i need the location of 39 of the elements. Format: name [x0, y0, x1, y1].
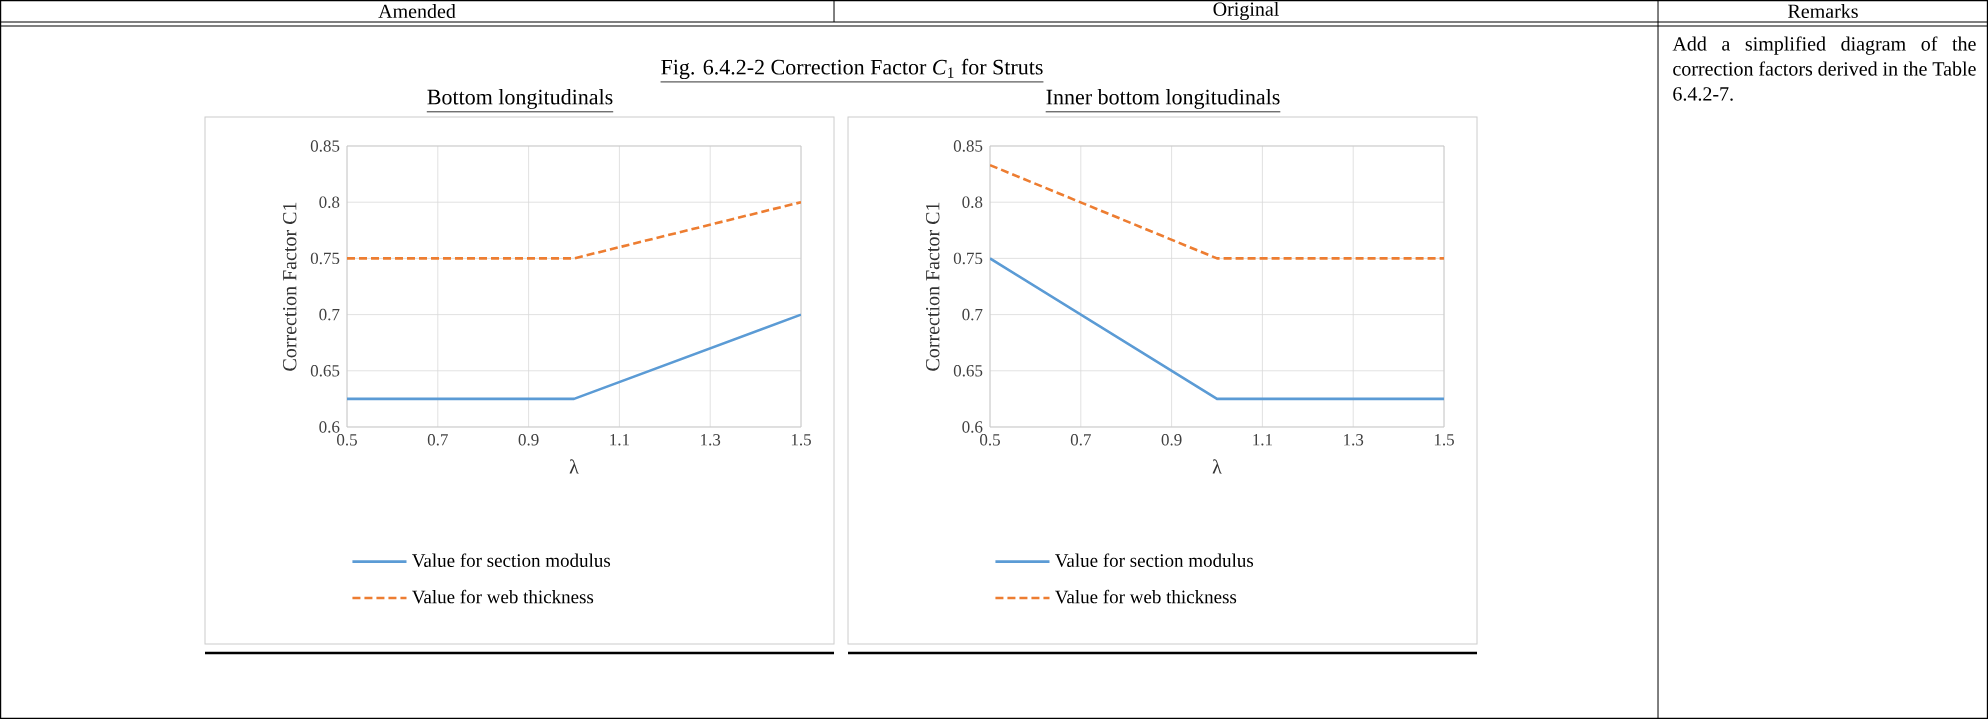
legend-label: Value for section modulus [1055, 553, 1254, 568]
y-tick-label: 0.85 [310, 140, 340, 152]
y-tick-label: 0.75 [953, 252, 983, 265]
y-axis-title: Correction Factor C1 [926, 202, 940, 371]
x-tick-label: 0.5 [980, 434, 1000, 446]
x-tick-label: 0.7 [427, 434, 448, 446]
text: Remarks [1788, 3, 1858, 19]
x-tick-label: 1.3 [701, 434, 721, 446]
legend-label: Value for section modulus [412, 553, 611, 568]
x-tick-label: 1.5 [1434, 434, 1454, 446]
x-tick-label: 0.9 [1161, 434, 1182, 446]
x-tick-label: 0.5 [337, 434, 357, 446]
y-tick-label: 0.65 [953, 365, 983, 377]
y-tick-label: 0.8 [319, 196, 340, 208]
y-tick-label: 0.6 [319, 421, 340, 433]
text: Amended [378, 3, 456, 19]
x-axis-title: λ [1212, 459, 1222, 474]
x-tick-label: 1.1 [610, 434, 629, 446]
x-tick-label: 1.1 [1253, 434, 1272, 446]
x-tick-label: 1.3 [1344, 434, 1364, 446]
x-tick-label: 0.7 [1070, 434, 1091, 446]
y-axis-title: Correction Factor C1 [283, 202, 297, 371]
x-tick-label: 1.5 [791, 434, 811, 446]
text: Add a simplified diagram of the correction factors derived in the Table 6.4.2-7. [1672, 36, 1976, 101]
chart-title: Inner bottom longitudinals [1046, 89, 1280, 109]
y-tick-label: 0.75 [310, 252, 340, 265]
y-tick-label: 0.7 [962, 308, 983, 321]
x-tick-label: 0.9 [518, 434, 539, 446]
y-tick-label: 0.8 [962, 196, 983, 208]
y-tick-label: 0.7 [319, 308, 340, 321]
y-tick-label: 0.6 [962, 421, 983, 433]
legend-label: Value for web thickness [1055, 589, 1237, 604]
caption: Fig. 6.4.2-2 Correction Factor C$_{1}$ for Struts [661, 58, 1043, 80]
y-tick-label: 0.85 [953, 140, 983, 152]
text: Original [1213, 1, 1279, 21]
x-axis-title: λ [569, 459, 579, 474]
chart-title: Bottom longitudinals [427, 89, 613, 109]
y-tick-label: 0.65 [310, 365, 340, 377]
legend-label: Value for web thickness [412, 589, 594, 604]
